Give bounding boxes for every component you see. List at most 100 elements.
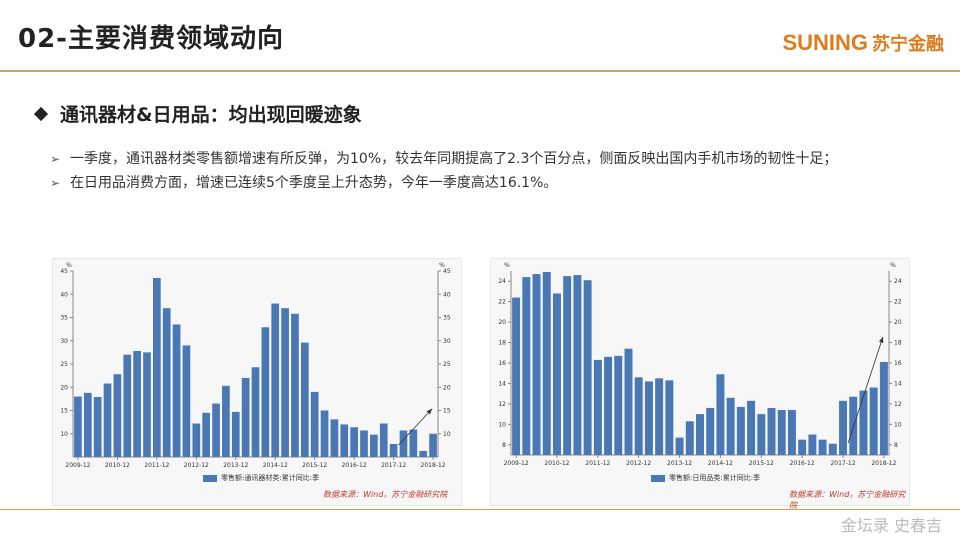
y-tick-label-left: 10 bbox=[498, 421, 506, 428]
bar bbox=[675, 437, 684, 455]
y-tick-label-right: 25 bbox=[443, 361, 451, 368]
x-tick-label: 2015-12 bbox=[302, 462, 327, 469]
bar bbox=[532, 274, 541, 455]
bar bbox=[787, 410, 796, 455]
bar bbox=[231, 411, 240, 457]
bar bbox=[634, 377, 643, 455]
x-tick-label: 2016-12 bbox=[790, 460, 815, 467]
x-tick-label: 2017-12 bbox=[830, 460, 855, 467]
y-tick-label-right: 10 bbox=[443, 431, 451, 438]
unit-label-left: % bbox=[66, 262, 72, 269]
bar bbox=[330, 419, 339, 457]
bar bbox=[103, 383, 112, 457]
footer-signature: 金坛录 史春吉 bbox=[840, 516, 942, 535]
section-heading: 通讯器材&日用品：均出现回暖迹象 bbox=[33, 100, 362, 127]
arrow-bullet-icon: ➢ bbox=[50, 152, 61, 166]
trend-arrow-head-icon bbox=[878, 336, 884, 343]
bar bbox=[512, 297, 521, 455]
bar bbox=[808, 434, 817, 455]
bar bbox=[655, 378, 664, 455]
bar bbox=[736, 406, 745, 455]
bar bbox=[83, 392, 92, 457]
y-tick-label-left: 10 bbox=[60, 431, 68, 438]
y-tick-label-right: 15 bbox=[443, 408, 451, 415]
bar bbox=[419, 450, 428, 457]
bar bbox=[706, 407, 715, 455]
y-tick-label-left: 20 bbox=[60, 384, 68, 391]
y-tick-label-right: 35 bbox=[443, 315, 451, 322]
y-tick-label-right: 16 bbox=[894, 360, 902, 367]
chart-communication-plot: % % 10 10 15 15 20 20 25 25 30 30 35 35 40 40 45 45 2009-1… bbox=[60, 262, 451, 469]
bar bbox=[409, 429, 418, 457]
footer-divider bbox=[0, 509, 960, 510]
y-tick-label-right: 40 bbox=[443, 291, 451, 298]
y-tick-label-right: 10 bbox=[894, 421, 902, 428]
bar bbox=[350, 427, 358, 457]
bar bbox=[241, 377, 250, 457]
bar bbox=[399, 430, 408, 457]
x-tick-label: 2011-12 bbox=[585, 460, 610, 467]
bar bbox=[74, 396, 82, 457]
y-tick-label-left: 30 bbox=[60, 338, 68, 345]
y-tick-label-left: 24 bbox=[498, 278, 506, 285]
y-tick-label-right: 8 bbox=[894, 442, 898, 449]
chart-daily-goods: %% 8 8 10 10 12 12 14 14 16 16 18 18 20 20 22 22 24 24 2009… bbox=[490, 258, 910, 510]
bar bbox=[879, 361, 888, 455]
bar bbox=[665, 380, 674, 455]
x-tick-label: 2010-12 bbox=[544, 460, 569, 467]
x-tick-label: 2013-12 bbox=[667, 460, 692, 467]
bar bbox=[222, 385, 230, 457]
legend-swatch bbox=[203, 474, 217, 482]
bar bbox=[192, 423, 201, 457]
bar bbox=[251, 367, 260, 457]
list-item: ➢ 在日用品消费方面，增速已连续5个季度呈上升态势，今年一季度高达16.1%。 bbox=[50, 172, 900, 194]
bar bbox=[202, 412, 211, 457]
bar bbox=[291, 313, 299, 457]
trend-arrow-line bbox=[847, 336, 884, 444]
y-tick-label-left: 35 bbox=[60, 315, 68, 322]
bar bbox=[849, 396, 858, 455]
bar bbox=[522, 277, 531, 455]
bar bbox=[624, 348, 633, 455]
bar bbox=[429, 433, 437, 457]
header-divider bbox=[0, 70, 960, 72]
bar bbox=[685, 421, 694, 455]
y-tick-label-right: 20 bbox=[443, 384, 451, 391]
logo-chinese: 苏宁金融 bbox=[872, 34, 944, 55]
chart-communication: %% 10 10 15 15 20 20 25 25 30 30 35 35 40 40 45 45 2009-1… bbox=[52, 258, 462, 506]
y-tick-label-right: 12 bbox=[894, 401, 902, 408]
bar bbox=[563, 276, 572, 455]
y-tick-label-left: 8 bbox=[502, 442, 506, 449]
y-tick-label-left: 16 bbox=[498, 360, 506, 367]
x-tick-label: 2014-12 bbox=[708, 460, 733, 467]
unit-label-right: % bbox=[439, 262, 445, 269]
bar bbox=[839, 400, 848, 455]
y-tick-label-right: 30 bbox=[443, 338, 451, 345]
y-tick-label-left: 20 bbox=[498, 319, 506, 326]
y-tick-label-left: 18 bbox=[498, 340, 506, 347]
bar bbox=[542, 272, 551, 455]
page-title: 02-主要消费领域动向 bbox=[18, 24, 284, 54]
bullet-text: 在日用品消费方面，增速已连续5个季度呈上升态势，今年一季度高达16.1%。 bbox=[70, 175, 558, 191]
bar bbox=[583, 280, 592, 455]
x-tick-label: 2018-12 bbox=[421, 462, 446, 469]
bar bbox=[716, 374, 725, 455]
bar bbox=[320, 410, 329, 457]
bullet-text: 一季度，通讯器材类零售额增速有所反弹，为10%，较去年同期提高了2.3个百分点，… bbox=[70, 151, 838, 167]
bar bbox=[172, 324, 181, 457]
list-item: ➢ 一季度，通讯器材类零售额增速有所反弹，为10%，较去年同期提高了2.3个百分… bbox=[50, 148, 900, 170]
x-tick-label: 2016-12 bbox=[342, 462, 367, 469]
bar bbox=[162, 308, 171, 457]
bar bbox=[182, 345, 191, 457]
bullet-list: ➢ 一季度，通讯器材类零售额增速有所反弹，为10%，较去年同期提高了2.3个百分… bbox=[50, 148, 900, 196]
bar bbox=[573, 275, 582, 455]
bar bbox=[798, 439, 807, 455]
bar bbox=[614, 355, 623, 455]
suning-logo: SUNING 苏宁金融 bbox=[782, 30, 944, 56]
bar bbox=[310, 391, 319, 457]
x-tick-label: 2010-12 bbox=[105, 462, 130, 469]
bar bbox=[261, 327, 270, 457]
bar bbox=[726, 397, 735, 455]
bar bbox=[869, 387, 878, 455]
bar bbox=[271, 303, 280, 457]
